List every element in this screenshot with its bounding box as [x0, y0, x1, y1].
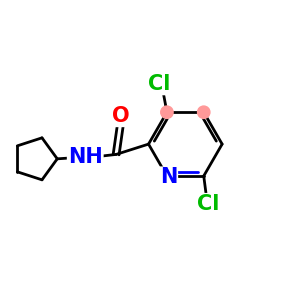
Text: Cl: Cl: [148, 74, 171, 94]
Text: Cl: Cl: [197, 194, 219, 214]
Text: N: N: [160, 167, 177, 188]
Circle shape: [161, 106, 173, 118]
Text: O: O: [112, 106, 129, 126]
Circle shape: [198, 106, 210, 118]
Text: NH: NH: [68, 147, 103, 167]
